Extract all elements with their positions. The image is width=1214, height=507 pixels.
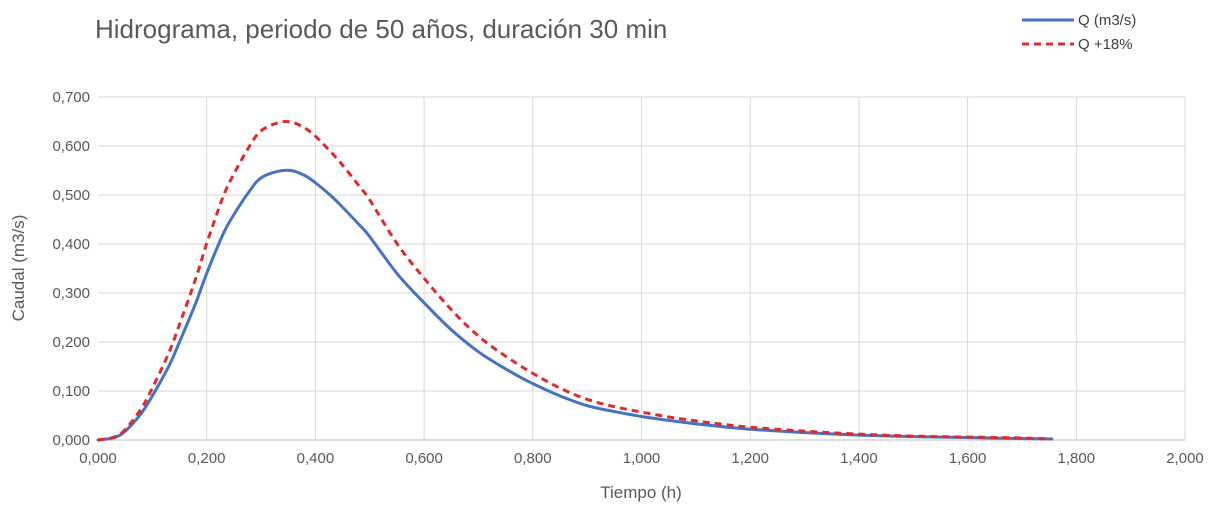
chart-title: Hidrograma, periodo de 50 años, duración… — [95, 14, 667, 44]
legend-label-q-plus-18: Q +18% — [1078, 36, 1133, 53]
y-tick-label: 0,700 — [52, 89, 90, 106]
legend-item-q-plus-18: Q +18% — [1022, 36, 1133, 53]
y-tick-label: 0,500 — [52, 187, 90, 204]
x-axis-label: Tiempo (h) — [600, 483, 682, 502]
x-tick-label: 2,000 — [1166, 450, 1204, 467]
x-tick-label: 0,400 — [297, 450, 335, 467]
y-tick-label: 0,600 — [52, 138, 90, 155]
legend-label-q: Q (m3/s) — [1078, 12, 1136, 29]
x-tick-label: 1,600 — [949, 450, 987, 467]
x-tick-label: 0,600 — [405, 450, 443, 467]
x-tick-label: 1,400 — [840, 450, 878, 467]
axes: 0,000 0,100 0,200 0,300 0,400 0,500 0,600 0,700… — [52, 89, 1203, 467]
y-tick-label: 0,300 — [52, 285, 90, 302]
grid — [98, 96, 1186, 440]
y-tick-label: 0,400 — [52, 236, 90, 253]
x-tick-label: 0,000 — [79, 450, 117, 467]
series-line-q — [96, 168, 1054, 442]
x-tick-label: 0,200 — [188, 450, 226, 467]
x-tick-label: 1,000 — [623, 450, 661, 467]
y-tick-label: 0,100 — [52, 383, 90, 400]
x-tick-label: 1,200 — [731, 450, 769, 467]
x-tick-label: 1,800 — [1058, 450, 1096, 467]
x-tick-label: 0,800 — [514, 450, 552, 467]
legend: Q (m3/s) Q +18% — [1022, 12, 1136, 53]
y-tick-label: 0,200 — [52, 334, 90, 351]
series-lines — [96, 120, 1054, 442]
legend-item-q: Q (m3/s) — [1022, 12, 1136, 29]
y-axis-label: Caudal (m3/s) — [9, 215, 28, 322]
series-line-q-plus-18 — [97, 120, 1052, 442]
y-tick-label: 0,000 — [52, 432, 90, 449]
